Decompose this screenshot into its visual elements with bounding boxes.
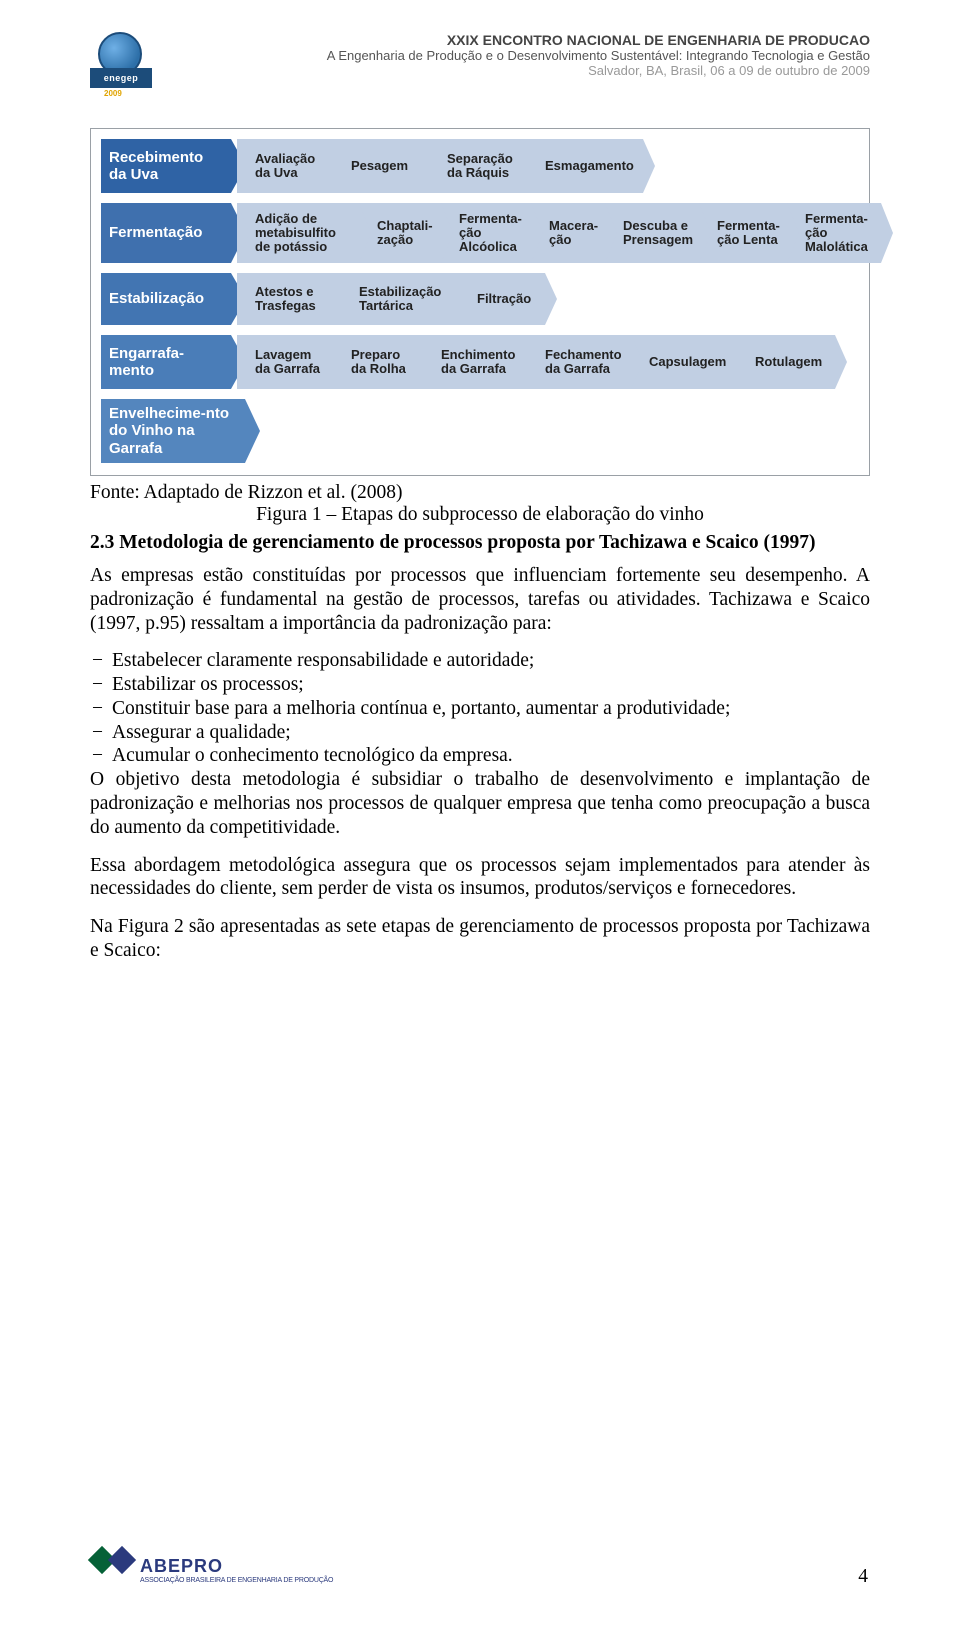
abepro-mark-icon (90, 1548, 134, 1592)
process-diagram: Recebimentoda UvaAvaliação da UvaPesagem… (90, 128, 870, 476)
process-row-steps: Adição de metabisulfito de potássioChapt… (237, 203, 881, 263)
footer-abbr: ABEPRO (140, 1556, 333, 1577)
process-step: Rotulagem (737, 335, 835, 389)
process-step: Pesagem (333, 139, 429, 193)
process-row: Engarrafa-mentoLavagem da GarrafaPreparo… (101, 335, 859, 389)
paragraph-2: Essa abordagem metodológica assegura que… (90, 854, 870, 902)
bullet-list: Estabelecer claramente responsabilidade … (90, 649, 870, 768)
process-step: Fermenta-ção Alcóolica (441, 203, 531, 263)
page-number: 4 (858, 1566, 868, 1588)
logo-year: 2009 (104, 89, 122, 98)
process-step: Capsulagem (631, 335, 737, 389)
process-row-head: Estabilização (101, 273, 231, 325)
process-row-steps: Atestos e TrasfegasEstabilização Tartári… (237, 273, 859, 325)
process-row: Recebimentoda UvaAvaliação da UvaPesagem… (101, 139, 859, 193)
process-step: Filtração (459, 273, 545, 325)
process-step: Descuba e Prensagem (605, 203, 699, 263)
bullet-item: Estabilizar os processos; (90, 673, 870, 697)
header-line-1: XXIX ENCONTRO NACIONAL DE ENGENHARIA DE … (166, 32, 870, 48)
logo-label: enegep (90, 68, 152, 88)
header-line-2: A Engenharia de Produção e o Desenvolvim… (166, 48, 870, 63)
process-step: Lavagem da Garrafa (237, 335, 333, 389)
bullet-item: Acumular o conhecimento tecnológico da e… (90, 744, 870, 768)
process-row-steps: Lavagem da GarrafaPreparo da RolhaEnchim… (237, 335, 859, 389)
process-row-head: Envelhecime-ntodo Vinho na Garrafa (101, 399, 245, 463)
enegep-logo: enegep 2009 (90, 32, 152, 94)
process-step: Fermenta-ção Malolática (787, 203, 881, 263)
process-row: EstabilizaçãoAtestos e TrasfegasEstabili… (101, 273, 859, 325)
process-step: Adição de metabisulfito de potássio (237, 203, 359, 263)
bullet-item: Estabelecer claramente responsabilidade … (90, 649, 870, 673)
process-step: Fermenta-ção Lenta (699, 203, 787, 263)
process-step: Separação da Ráquis (429, 139, 527, 193)
section-title: 2.3 Metodologia de gerenciamento de proc… (90, 532, 870, 554)
bullet-item: Constituir base para a melhoria contínua… (90, 697, 870, 721)
paragraph-1: As empresas estão constituídas por proce… (90, 564, 870, 635)
page-header: enegep 2009 XXIX ENCONTRO NACIONAL DE EN… (90, 32, 870, 94)
process-step: Fechamento da Garrafa (527, 335, 631, 389)
paragraph-after-list: O objetivo desta metodologia é subsidiar… (90, 768, 870, 839)
header-line-3: Salvador, BA, Brasil, 06 a 09 de outubro… (166, 63, 870, 78)
process-step: Avaliação da Uva (237, 139, 333, 193)
process-step: Esmagamento (527, 139, 643, 193)
process-row-head: Recebimentoda Uva (101, 139, 231, 193)
process-step: Enchimento da Garrafa (423, 335, 527, 389)
abepro-logo: ABEPRO ASSOCIAÇÃO BRASILEIRA DE ENGENHAR… (90, 1548, 333, 1592)
process-row-head: Fermentação (101, 203, 231, 263)
header-text-block: XXIX ENCONTRO NACIONAL DE ENGENHARIA DE … (166, 32, 870, 78)
process-row: FermentaçãoAdição de metabisulfito de po… (101, 203, 859, 263)
process-step: Chaptali-zação (359, 203, 441, 263)
figure-caption: Figura 1 – Etapas do subprocesso de elab… (90, 504, 870, 526)
paragraph-3: Na Figura 2 são apresentadas as sete eta… (90, 915, 870, 963)
figure-source: Fonte: Adaptado de Rizzon et al. (2008) (90, 482, 870, 504)
process-step: Atestos e Trasfegas (237, 273, 341, 325)
process-step: Preparo da Rolha (333, 335, 423, 389)
process-row-head: Engarrafa-mento (101, 335, 231, 389)
process-row-steps: Avaliação da UvaPesagemSeparação da Ráqu… (237, 139, 859, 193)
process-row: Envelhecime-ntodo Vinho na Garrafa (101, 399, 859, 463)
bullet-item: Assegurar a qualidade; (90, 721, 870, 745)
footer-sub: ASSOCIAÇÃO BRASILEIRA DE ENGENHARIA DE P… (140, 1577, 333, 1584)
process-step: Estabilização Tartárica (341, 273, 459, 325)
process-row-steps (251, 399, 859, 463)
